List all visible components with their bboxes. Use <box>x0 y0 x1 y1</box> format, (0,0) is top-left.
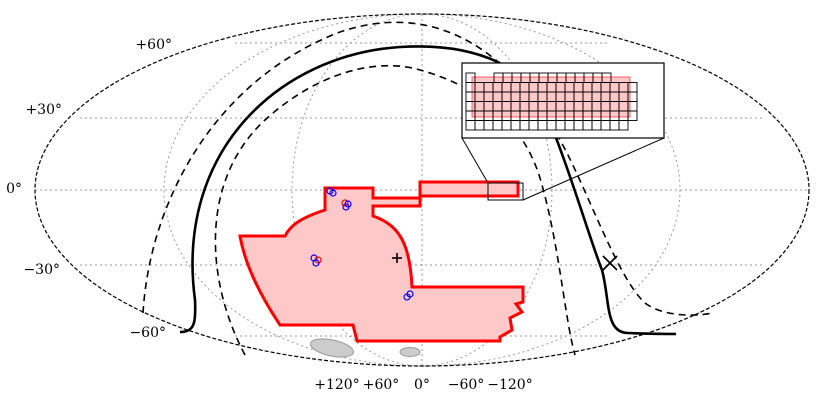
inset-footprint-fill <box>472 77 630 117</box>
zoom-connector-left <box>461 137 489 184</box>
plus-marker <box>392 253 402 263</box>
marker-circle-blue <box>342 203 350 211</box>
lat-label: −60° <box>129 325 166 341</box>
lon-label: +60° <box>363 377 400 393</box>
survey-footprint <box>238 180 525 343</box>
marker-cluster-2 <box>341 199 352 211</box>
marker-cluster-1 <box>326 187 337 197</box>
lat-label: −30° <box>23 262 60 278</box>
lon-label: +120° <box>314 377 359 393</box>
inset-tile-grid <box>465 72 638 131</box>
marker-circle-blue <box>406 290 414 298</box>
lon-label: 0° <box>414 377 430 393</box>
inset-tile <box>627 110 638 121</box>
marker-circle-blue <box>312 259 320 267</box>
lon-label: −60° <box>448 377 485 393</box>
inset-footprint-outline <box>471 76 631 118</box>
galactic-boundary-inner <box>214 64 576 356</box>
inset-panel <box>461 62 665 139</box>
marker-cluster-4 <box>403 290 414 301</box>
small-magellanic-cloud <box>399 347 421 357</box>
large-magellanic-cloud <box>309 338 355 358</box>
lon-label: −120° <box>487 377 532 393</box>
marker-cluster-3 <box>310 254 322 267</box>
lat-label: +30° <box>25 102 62 118</box>
x-marker <box>602 255 618 271</box>
zoom-region-box <box>487 182 524 201</box>
marker-circle-blue <box>329 189 337 197</box>
lat-label: +60° <box>135 37 172 53</box>
marker-circle-red <box>341 199 349 207</box>
zoom-connector-right <box>522 137 665 201</box>
lat-label: 0° <box>6 181 22 197</box>
projection-border <box>34 13 810 367</box>
inset-tile <box>618 120 629 131</box>
